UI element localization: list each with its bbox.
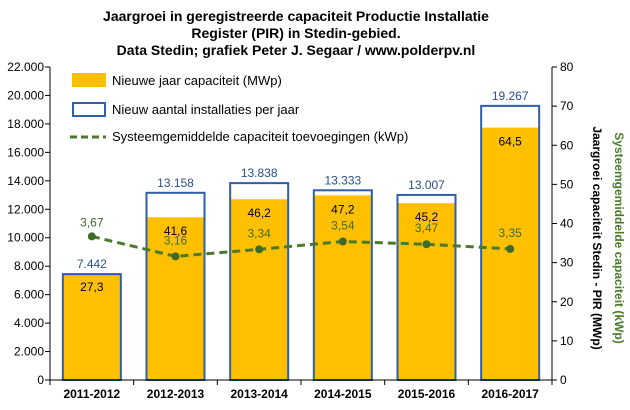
- chart-title-line-2: Register (PIR) in Stedin-gebied.: [191, 25, 400, 41]
- data-labels-layer: 7.442 13.158 13.838 13.333 13.007 19.267 27,3 4…: [77, 89, 529, 294]
- legend: Nieuwe jaar capaciteit (MWp) Nieuw aanta…: [70, 73, 408, 144]
- installations-data-label: 7.442: [77, 257, 107, 271]
- left-tick-label: 12.000: [7, 202, 44, 216]
- legend-swatch-capacity: [72, 73, 106, 87]
- far-right-axis-title: Systeemgemiddelde capaciteit (kWp): [612, 132, 626, 343]
- line-layer: [87, 232, 515, 261]
- left-tick-label: 22.000: [7, 60, 44, 74]
- left-tick-label: 2.000: [14, 345, 44, 359]
- installations-data-label: 13.158: [157, 176, 194, 190]
- left-tick-label: 18.000: [7, 117, 44, 131]
- capacity-data-label: 46,2: [247, 206, 271, 220]
- legend-swatch-installations: [72, 102, 106, 117]
- left-tick-label: 14.000: [7, 174, 44, 188]
- average-data-label: 3,67: [80, 215, 104, 229]
- average-point: [506, 244, 515, 253]
- capacity-bar: [230, 199, 289, 380]
- right-tick-label: 70: [560, 99, 574, 113]
- average-data-label: 3,47: [415, 221, 439, 235]
- left-tick-label: 10.000: [7, 231, 44, 245]
- chart-title-line-1: Jaargroei in geregistreerde capaciteit P…: [103, 8, 489, 24]
- bars-layer: [61, 104, 541, 381]
- installations-data-label: 13.007: [408, 178, 445, 192]
- x-tick-label: 2012-2013: [147, 387, 205, 401]
- chart-title: Jaargroei in geregistreerde capaciteit P…: [103, 8, 489, 58]
- capacity-data-label: 64,5: [498, 135, 522, 149]
- capacity-data-label: 47,2: [331, 202, 355, 216]
- legend-label-average: Systeemgemiddelde capaciteit toevoeginge…: [112, 129, 408, 144]
- chart-title-line-3: Data Stedin; grafiek Peter J. Segaar / w…: [117, 42, 476, 58]
- capacity-bar: [313, 195, 372, 380]
- average-point: [255, 245, 264, 254]
- left-tick-label: 4.000: [14, 316, 44, 330]
- axes-layer: 0 2.000 4.000 6.000 8.000 10.000 12.000 14.000 1…: [7, 60, 573, 401]
- capacity-bar: [481, 127, 540, 380]
- x-tick-label: 2011-2012: [63, 387, 120, 401]
- right-tick-label: 50: [560, 177, 574, 191]
- average-point: [422, 240, 431, 249]
- average-line: [91, 234, 511, 258]
- installations-data-label: 13.838: [241, 166, 278, 180]
- capacity-bar: [62, 273, 121, 380]
- x-tick-label: 2016-2017: [481, 387, 539, 401]
- left-tick-label: 0: [37, 373, 44, 387]
- right-tick-label: 10: [560, 334, 574, 348]
- right-tick-label: 80: [560, 60, 574, 74]
- x-tick-label: 2014-2015: [314, 387, 372, 401]
- left-tick-label: 20.000: [7, 88, 44, 102]
- left-tick-label: 6.000: [14, 288, 44, 302]
- legend-label-installations: Nieuw aantal installaties per jaar: [112, 102, 300, 117]
- average-data-label: 3,35: [498, 226, 522, 240]
- average-data-label: 3,34: [247, 226, 271, 240]
- x-tick-label: 2013-2014: [230, 387, 288, 401]
- right-tick-label: 60: [560, 138, 574, 152]
- right-tick-label: 40: [560, 217, 574, 231]
- capacity-bar: [397, 203, 456, 380]
- left-tick-label: 8.000: [14, 259, 44, 273]
- right-tick-label: 0: [560, 373, 567, 387]
- average-point: [171, 252, 180, 261]
- left-tick-label: 16.000: [7, 145, 44, 159]
- capacity-data-label: 27,3: [80, 280, 104, 294]
- right-tick-label: 30: [560, 256, 574, 270]
- capacity-data-label: 41,6: [164, 224, 188, 238]
- legend-label-capacity: Nieuwe jaar capaciteit (MWp): [112, 73, 282, 88]
- average-data-label: 3,54: [331, 218, 355, 232]
- installations-data-label: 19.267: [492, 89, 529, 103]
- x-tick-label: 2015-2016: [398, 387, 456, 401]
- capacity-data-label: 45,2: [415, 210, 439, 224]
- average-data-label: 3,16: [164, 233, 188, 247]
- right-tick-label: 20: [560, 295, 574, 309]
- average-point: [338, 237, 347, 246]
- average-point: [87, 232, 96, 241]
- right-axis-title: Jaargroei capaciteit Stedin - PIR (MWp): [590, 126, 604, 349]
- installations-data-label: 13.333: [324, 173, 361, 187]
- capacity-bar: [146, 217, 205, 380]
